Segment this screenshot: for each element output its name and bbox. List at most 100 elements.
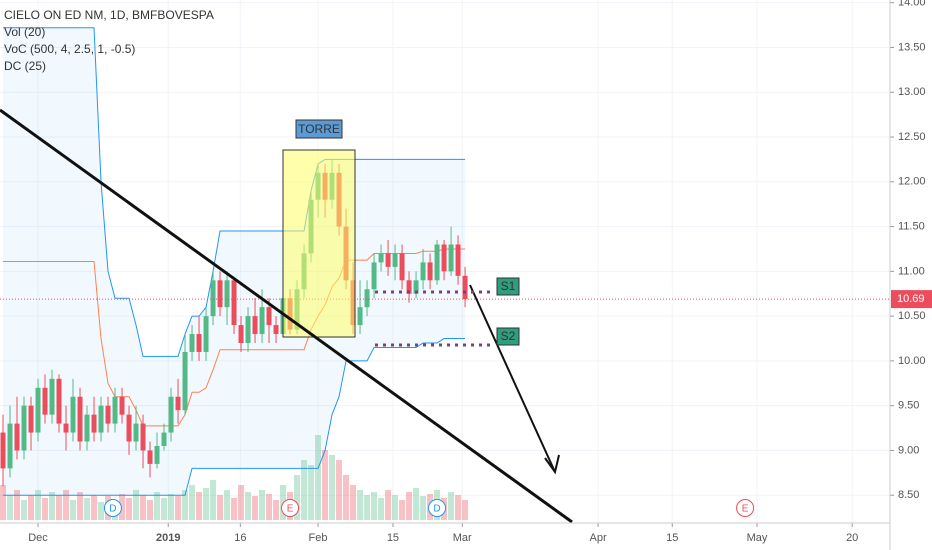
volume-bar [322,450,329,520]
volume-bar [462,500,469,520]
volume-bar [147,500,154,520]
candle-body [378,253,384,263]
y-tick-label: 12.00 [898,176,926,188]
arrow-head [544,454,560,475]
event-marker [281,499,300,517]
torre-label-box [295,119,343,139]
torre-label: TORRE [298,122,340,136]
channel-fill [3,27,466,496]
volume-bar [91,495,98,520]
event-marker [736,499,755,517]
volume-bar [294,475,301,520]
x-tick-label: Feb [309,532,328,544]
candle-body [140,423,146,451]
indicator-label: DC (25) [4,59,46,73]
volume-bar [133,490,140,520]
x-tick-label: 20 [846,532,858,544]
candle-body [161,432,167,446]
y-tick-label: 10.50 [898,310,926,322]
volume-bar [448,492,455,520]
volume-bar [49,492,56,520]
candle-body [371,262,377,290]
x-tick-label: 16 [234,532,246,544]
candle-body [49,378,55,415]
x-tick-label: May [747,532,768,544]
volume-bar [182,490,189,520]
s1-label: S1 [501,279,516,293]
volume-bar [35,490,42,520]
volume-bar [119,494,126,520]
s1-box [496,277,520,296]
candle-body [7,423,13,469]
dc-lower [3,338,466,496]
volume-bar [7,495,14,520]
candle-body [217,280,223,308]
candle-body [147,450,153,464]
candle-body [133,423,139,442]
volume-bar [203,488,210,520]
indicator-label: VoC (500, 4, 2.5, 1, -0.5) [4,42,135,56]
candle-body [210,280,216,317]
volume-bar [98,502,105,520]
candle-body [441,244,447,272]
candle-body [266,307,272,326]
candle-body [413,280,419,294]
candle-body [28,405,34,433]
last-price-label: 10.69 [897,293,925,305]
volume-bar [385,490,392,520]
volume-bar [161,498,168,520]
candle-body [0,432,6,469]
candle-body [357,307,363,326]
volume-bar [189,485,196,520]
candle-body [42,387,48,415]
candle-body [427,262,433,281]
volume-bar [364,495,371,520]
y-tick-label: 11.00 [898,265,925,277]
volume-bar [0,485,7,520]
candle-body [420,262,426,281]
candle-body [259,307,265,335]
s2-label: S2 [501,329,516,343]
candle-body [112,396,118,424]
candle-body [84,414,90,442]
volume-bar [70,500,77,520]
volume-bar [56,495,63,520]
candle-body [399,253,405,281]
dc-upper [3,27,466,357]
volume-bar [252,496,259,520]
candle-body [91,414,97,433]
volume-bar [224,490,231,520]
candle-body [364,289,370,308]
candle-body [126,414,132,442]
candle-body [385,253,391,267]
y-tick-label: 12.50 [898,131,926,143]
y-tick-label: 8.50 [898,489,919,501]
candle-body [63,423,69,433]
candle-body [455,244,461,276]
volume-bar [14,490,21,520]
volume-bar [399,500,406,520]
candle-body [462,275,468,300]
volume-bar [217,495,224,520]
candle-body [56,378,62,424]
candle-body [196,334,202,352]
y-tick-label: 10.00 [898,355,926,367]
torre-box [282,149,356,338]
candle-body [70,396,76,433]
candle-body [238,325,244,343]
event-label: E [742,504,749,515]
candle-body [434,244,440,281]
volume-bar [413,488,420,520]
volume-bar [21,500,28,520]
volume-bar [84,498,91,520]
last-price-box [891,290,932,309]
volume-bar [273,500,280,520]
event-marker [103,499,122,517]
candle-body [35,387,41,433]
event-marker [428,499,447,517]
candle-body [273,325,279,335]
candle-body [448,244,454,272]
volume-bar [378,498,385,520]
candle-body [105,405,111,424]
candle-body [203,316,209,352]
